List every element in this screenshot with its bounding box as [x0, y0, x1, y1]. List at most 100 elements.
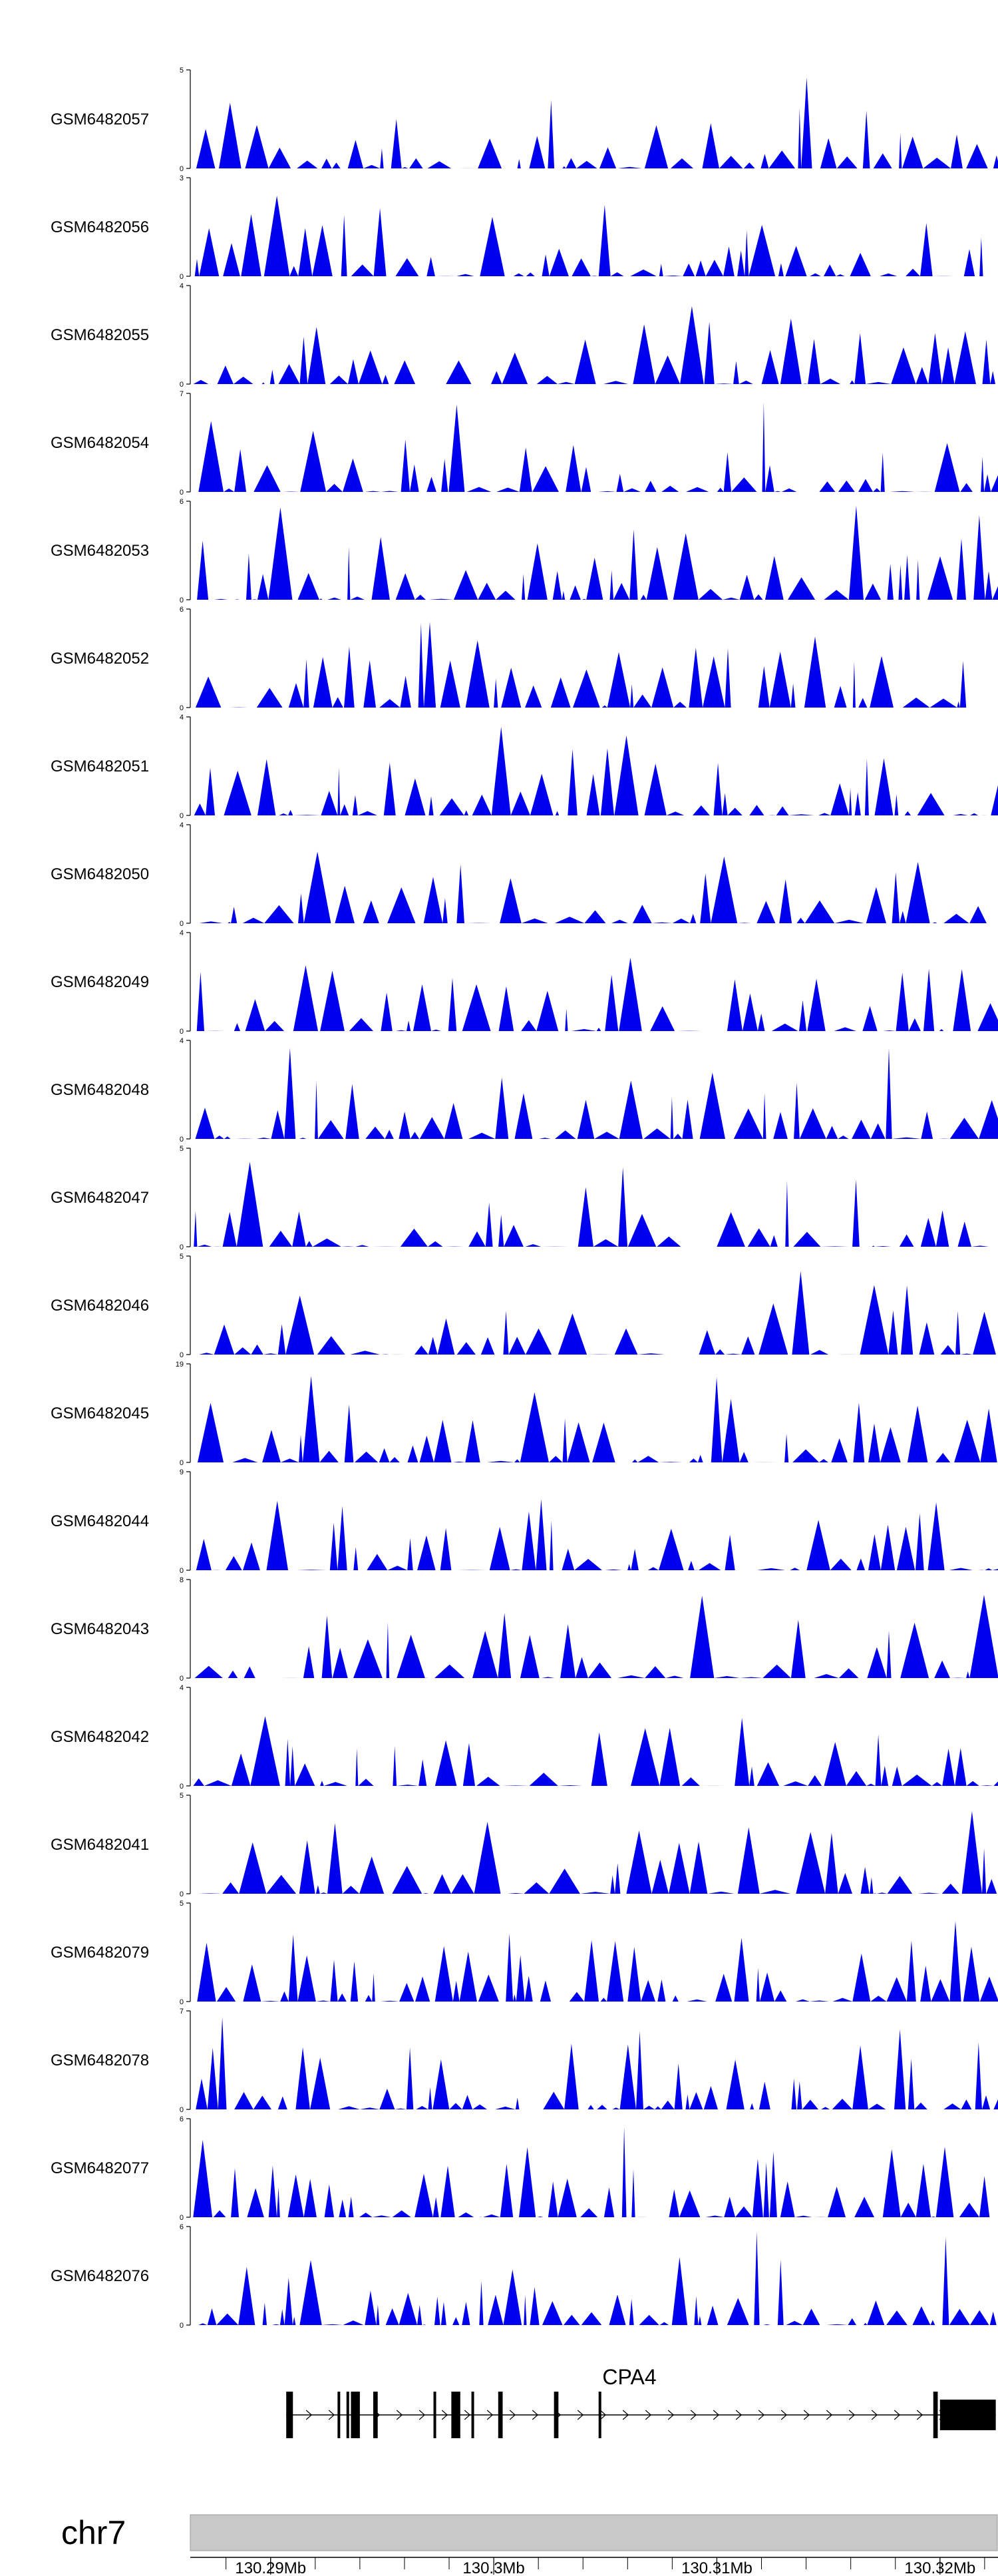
exon-7 — [451, 2392, 460, 2438]
track-label: GSM6482051 — [51, 757, 149, 775]
strand-arrow — [780, 2410, 788, 2420]
strand-arrow — [758, 2410, 765, 2420]
coverage-area — [190, 1811, 997, 1894]
y-axis-min-label: 0 — [180, 1567, 184, 1575]
y-axis-max-label: 5 — [180, 1792, 184, 1800]
coverage-area — [190, 957, 998, 1031]
gene-exons — [286, 2392, 996, 2438]
track-GSM6482050: GSM6482050 4 0 — [51, 821, 995, 928]
exon-12 — [933, 2392, 938, 2438]
y-axis-min-label: 0 — [180, 1028, 184, 1036]
y-axis-max-label: 4 — [180, 282, 184, 290]
gene-track: CPA4 — [286, 2365, 996, 2438]
track-label: GSM6482053 — [51, 542, 149, 560]
track-GSM6482056: GSM6482056 3 0 — [51, 174, 998, 281]
chromosome-label: chr7 — [61, 2514, 126, 2551]
coverage-area — [190, 1162, 995, 1247]
strand-arrow — [645, 2410, 652, 2420]
strand-arrow — [441, 2410, 448, 2420]
strand-arrow — [418, 2410, 426, 2420]
track-GSM6482046: GSM6482046 5 0 — [51, 1253, 996, 1359]
track-label: GSM6482055 — [51, 326, 149, 344]
track-label: GSM6482042 — [51, 1728, 149, 1746]
strand-arrow — [848, 2410, 856, 2420]
y-axis-max-label: 4 — [180, 929, 184, 937]
y-axis-min-label: 0 — [180, 704, 184, 712]
y-axis-max-label: 5 — [180, 1253, 184, 1261]
strand-arrow — [486, 2410, 494, 2420]
track-GSM6482057: GSM6482057 5 0 — [51, 67, 998, 173]
coverage-area — [190, 77, 998, 168]
track-label: GSM6482077 — [51, 2159, 149, 2177]
strand-arrow — [328, 2410, 335, 2420]
coverage-area — [190, 1716, 998, 1786]
y-axis-min-label: 0 — [180, 1890, 184, 1898]
y-axis-min-label: 0 — [180, 1136, 184, 1144]
y-axis-max-label: 4 — [180, 821, 184, 829]
track-GSM6482076: GSM6482076 6 0 — [51, 2223, 997, 2330]
strand-arrow — [667, 2410, 675, 2420]
axis-tick-label: 130.29Mb — [235, 2559, 306, 2576]
y-axis-max-label: 6 — [180, 2115, 184, 2123]
coverage-area — [190, 306, 995, 384]
coverage-area — [190, 1376, 997, 1462]
strand-arrow — [690, 2410, 697, 2420]
strand-arrow — [509, 2410, 516, 2420]
strand-arrow — [305, 2410, 313, 2420]
coverage-area — [190, 1499, 998, 1570]
strand-arrow — [532, 2410, 539, 2420]
y-axis-min-label: 0 — [180, 489, 184, 497]
y-axis-max-label: 8 — [180, 1576, 184, 1584]
y-axis-min-label: 0 — [180, 1351, 184, 1359]
y-axis-max-label: 5 — [180, 67, 184, 75]
coverage-area — [190, 622, 995, 708]
coverage-area — [190, 505, 998, 600]
track-label: GSM6482048 — [51, 1081, 149, 1099]
gene-strand-arrows — [305, 2410, 969, 2420]
coverage-area — [190, 2231, 997, 2325]
chromosome-bar — [190, 2514, 998, 2551]
coverage-area — [190, 851, 995, 923]
strand-arrow — [713, 2410, 720, 2420]
exon-4 — [351, 2392, 360, 2438]
y-axis-max-label: 3 — [180, 174, 184, 182]
axis-ticks: 130.29Mb 130.3Mb 130.31Mb 130.32Mb — [226, 2557, 985, 2576]
track-label: GSM6482045 — [51, 1404, 149, 1422]
strand-arrow — [803, 2410, 810, 2420]
coverage-area — [190, 1921, 998, 2002]
track-GSM6482048: GSM6482048 4 0 — [51, 1037, 998, 1144]
track-GSM6482079: GSM6482079 5 0 — [51, 1900, 998, 2006]
axis-tick-label: 130.32Mb — [904, 2559, 975, 2576]
track-GSM6482042: GSM6482042 4 0 — [51, 1684, 998, 1791]
chromosome-ideogram: chr7 — [61, 2514, 998, 2551]
strand-arrow — [599, 2410, 607, 2420]
genomic-axis: 130.29Mb 130.3Mb 130.31Mb 130.32Mb — [190, 2557, 998, 2576]
y-axis-max-label: 9 — [180, 1468, 184, 1476]
exon-9 — [498, 2392, 503, 2438]
coverage-area — [190, 1594, 998, 1678]
track-label: GSM6482052 — [51, 650, 149, 668]
y-axis-min-label: 0 — [180, 273, 184, 281]
track-GSM6482078: GSM6482078 7 0 — [51, 2008, 998, 2114]
strand-arrow — [735, 2410, 743, 2420]
track-label: GSM6482046 — [51, 1297, 149, 1315]
track-GSM6482049: GSM6482049 4 0 — [51, 929, 998, 1036]
exon-8 — [471, 2392, 474, 2438]
track-GSM6482045: GSM6482045 19 0 — [51, 1361, 997, 1467]
y-axis-min-label: 0 — [180, 812, 184, 820]
y-axis-max-label: 5 — [180, 1145, 184, 1153]
track-GSM6482052: GSM6482052 6 0 — [51, 606, 995, 712]
exon-11 — [598, 2392, 601, 2438]
track-label: GSM6482050 — [51, 865, 149, 883]
exon-3 — [346, 2392, 349, 2438]
track-GSM6482051: GSM6482051 4 0 — [51, 714, 998, 820]
track-GSM6482077: GSM6482077 6 0 — [51, 2115, 995, 2222]
strand-arrow — [396, 2410, 403, 2420]
axis-tick-label: 130.3Mb — [462, 2559, 524, 2576]
y-axis-min-label: 0 — [180, 2322, 184, 2330]
coverage-area — [190, 1271, 996, 1355]
y-axis-min-label: 0 — [180, 2214, 184, 2222]
y-axis-min-label: 0 — [180, 165, 184, 173]
strand-arrow — [577, 2410, 584, 2420]
y-axis-max-label: 4 — [180, 1037, 184, 1045]
